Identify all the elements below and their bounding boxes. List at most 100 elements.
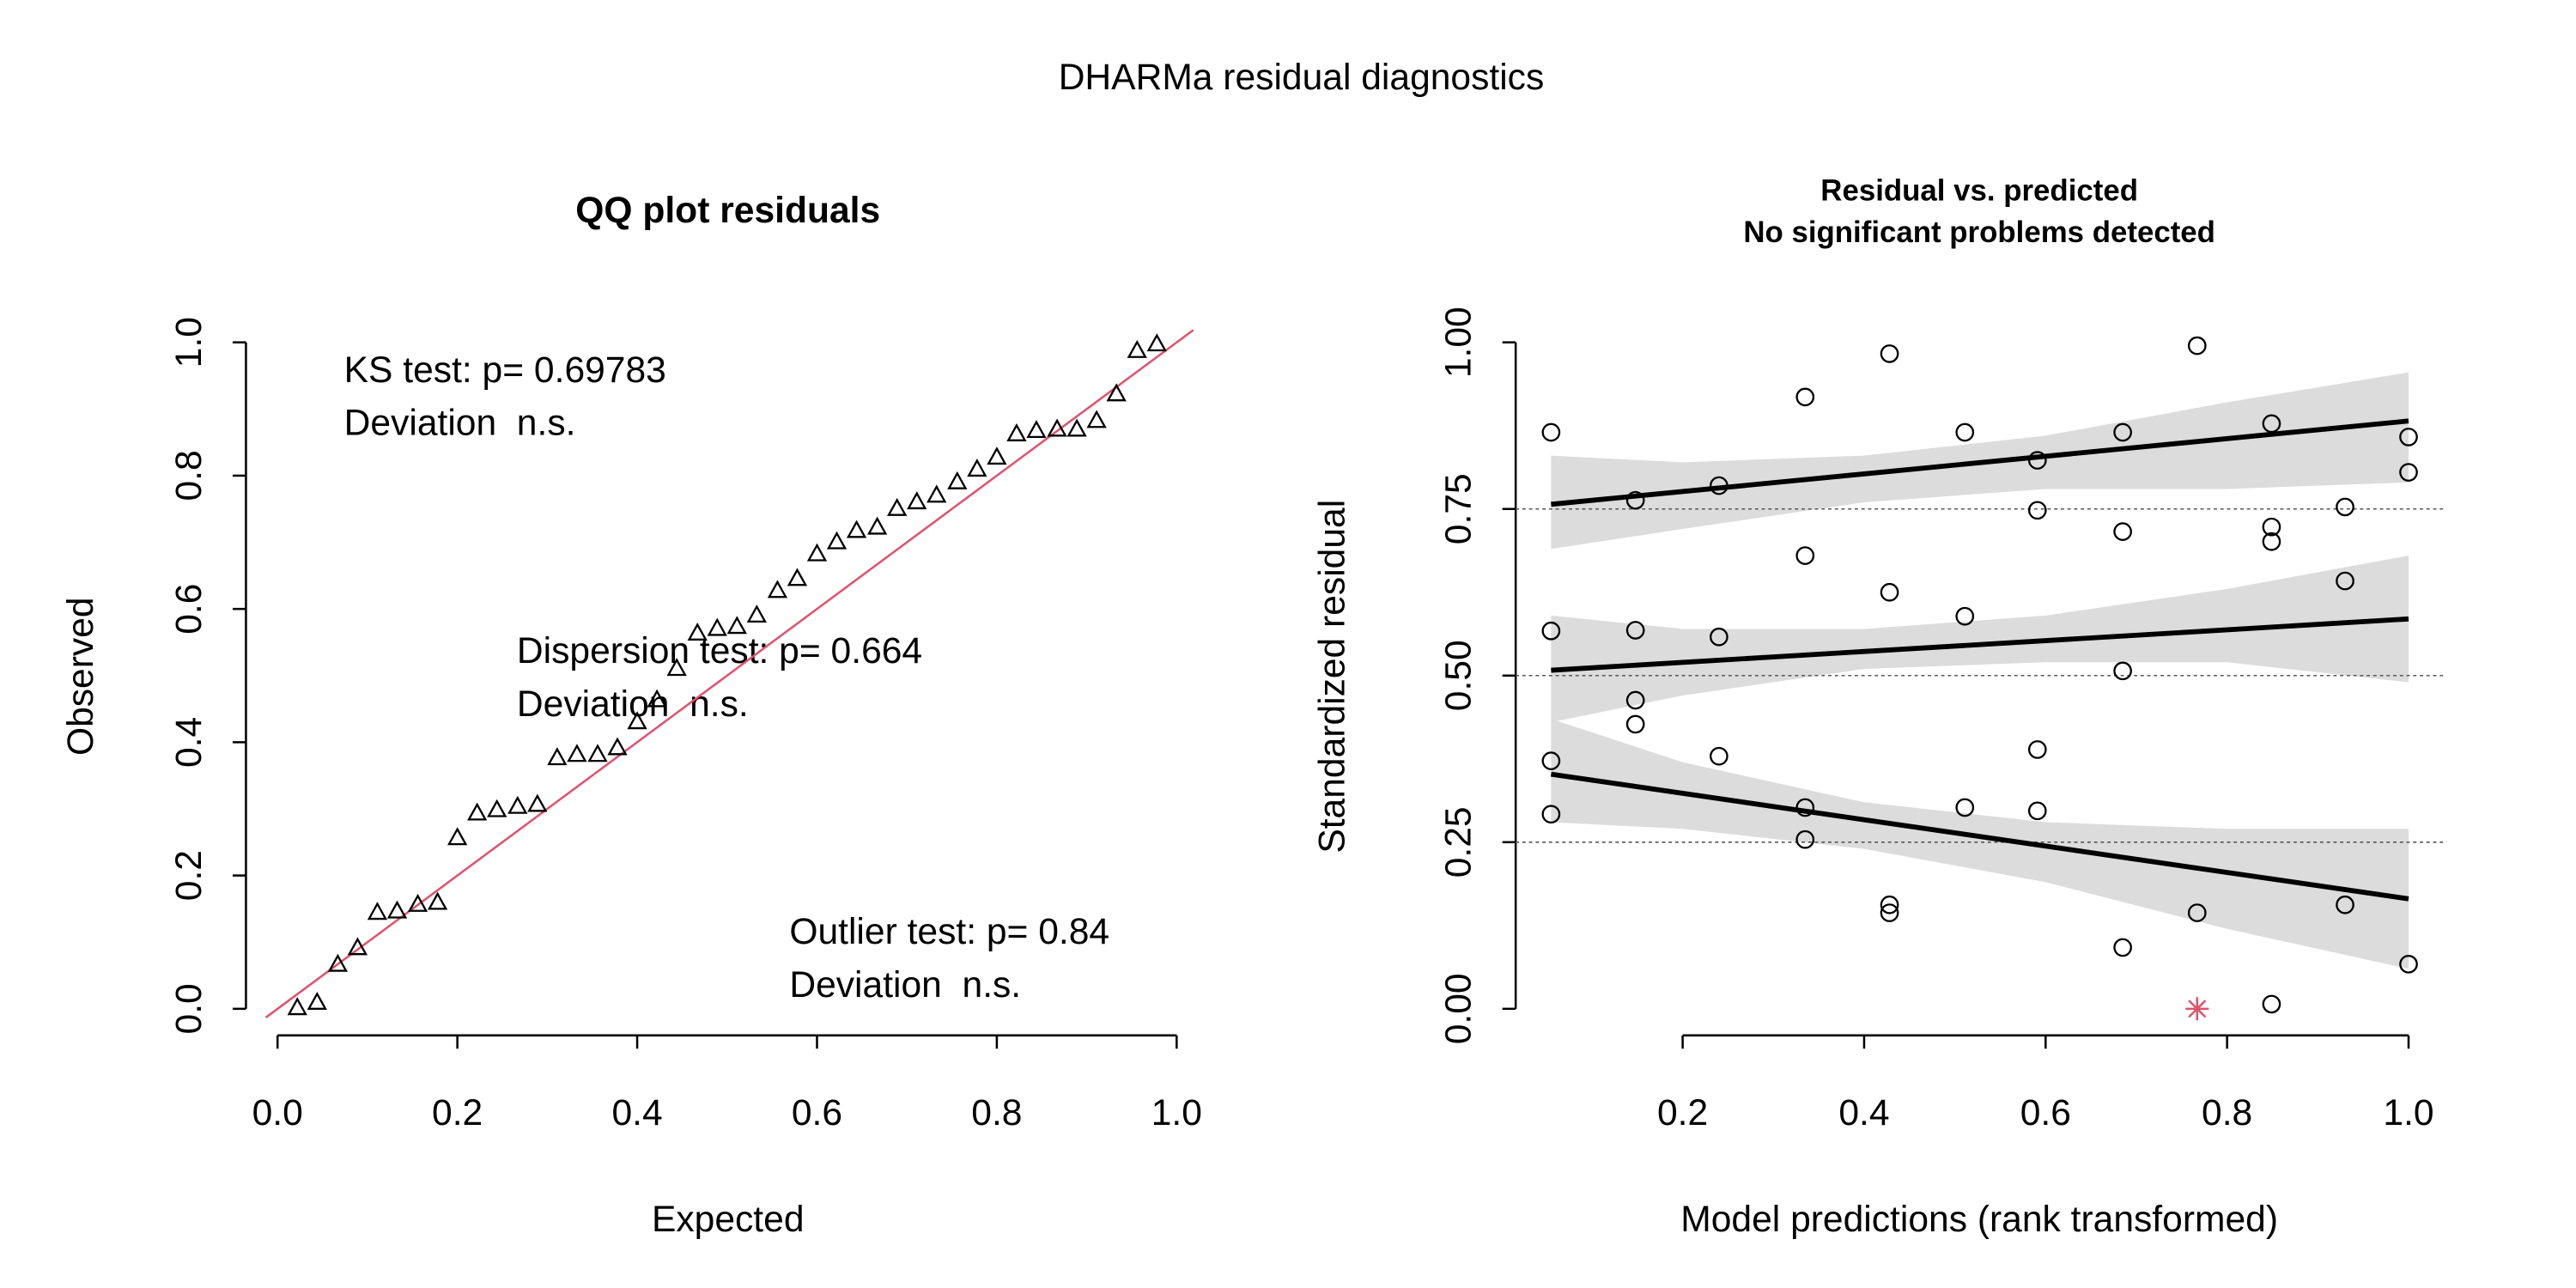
quantile-line	[1550, 771, 2409, 902]
residual-point	[1541, 422, 1561, 442]
y-tick-label: 0.2	[168, 850, 210, 901]
qq-point	[726, 616, 747, 635]
residual-point	[1795, 546, 1815, 565]
residual-point	[1795, 798, 1815, 817]
qq-point	[887, 497, 908, 516]
qq-point	[1006, 422, 1027, 441]
qq-point	[647, 689, 667, 708]
qq-point	[907, 491, 927, 510]
x-tick-label: 0.6	[2020, 1092, 2071, 1133]
y-tick-label: 0.75	[1438, 473, 1479, 544]
residual-point	[2187, 903, 2207, 922]
residual-point	[1541, 751, 1561, 770]
residual-point	[2399, 954, 2418, 974]
qq-point	[386, 900, 408, 919]
qq-point	[287, 997, 307, 1016]
annotation: KS test: p= 0.69783	[344, 349, 666, 391]
qq-point	[846, 519, 867, 538]
residual-point	[2262, 994, 2281, 1014]
residual-point	[1541, 805, 1561, 824]
residual-point	[1795, 829, 1815, 849]
qq-point	[527, 793, 548, 812]
quantile-line	[1551, 418, 2409, 507]
y-tick-label: 0.25	[1438, 806, 1479, 878]
residual-point	[1955, 422, 1975, 442]
residual-point	[2262, 414, 2281, 434]
confidence-band	[1551, 719, 2409, 969]
y-tick-label: 1.00	[1438, 307, 1479, 378]
residual-point	[1710, 746, 1728, 766]
residual-point	[1710, 627, 1728, 647]
chart-title: QQ plot residuals	[575, 190, 880, 231]
x-tick-label: 0.4	[611, 1092, 662, 1133]
residual-point	[2113, 422, 2132, 442]
residual-point	[1541, 621, 1561, 641]
qq-point	[367, 902, 388, 920]
reference-line	[264, 329, 1194, 1018]
qq-point	[826, 531, 848, 550]
annotation: Deviation n.s.	[789, 964, 1021, 1005]
qq-point	[1106, 383, 1127, 402]
qq-point	[666, 658, 687, 677]
residual-point	[1880, 895, 1899, 914]
qq-point	[746, 605, 767, 623]
residual-point	[2027, 501, 2047, 520]
residual-point	[1625, 490, 1645, 510]
qq-point	[347, 937, 368, 956]
x-tick-label: 1.0	[1151, 1092, 1202, 1133]
qq-point	[307, 992, 327, 1010]
qq-point	[1047, 418, 1067, 437]
residual-point	[2336, 497, 2354, 517]
residual-point	[1880, 344, 1899, 363]
y-tick-label: 0.0	[168, 983, 210, 1034]
outlier-point	[2185, 997, 2209, 1021]
qq-point	[1146, 333, 1167, 352]
qq-point	[467, 802, 488, 821]
x-axis-title: Expected	[652, 1199, 805, 1240]
qq-point	[427, 891, 448, 910]
x-tick-label: 1.0	[2383, 1092, 2433, 1133]
qq-point	[987, 447, 1007, 465]
residual-point	[1880, 903, 1899, 922]
residual-point	[1710, 476, 1728, 495]
qq-point	[707, 617, 727, 636]
y-tick-label: 0.50	[1438, 640, 1479, 711]
y-axis-title: Observed	[60, 597, 101, 756]
y-tick-label: 0.8	[168, 450, 210, 501]
qq-point	[587, 744, 608, 762]
residual-point	[2262, 532, 2281, 551]
residual-point	[1795, 387, 1815, 407]
qq-point	[927, 484, 947, 503]
quantile-line	[1551, 616, 2409, 673]
qq-point	[447, 827, 468, 846]
page-title: DHARMa residual diagnostics	[1059, 57, 1545, 98]
qq-point	[947, 471, 968, 489]
annotation: Deviation n.s.	[344, 403, 576, 444]
qq-point	[1026, 420, 1047, 439]
annotation: Deviation n.s.	[517, 683, 749, 725]
residual-point	[1880, 582, 1899, 602]
x-axis-title: Model predictions (rank transformed)	[1680, 1199, 2278, 1240]
residual-point	[1955, 798, 1975, 817]
annotation: Dispersion test: p= 0.664	[517, 630, 922, 671]
confidence-band	[1551, 556, 2409, 723]
y-axis-title: Standardized residual	[1311, 500, 1352, 854]
qq-point	[1066, 418, 1087, 437]
x-tick-label: 0.4	[1838, 1092, 1889, 1133]
qq-point	[1086, 410, 1107, 428]
qq-point	[607, 737, 628, 756]
residual-point	[2113, 522, 2132, 541]
residual-point	[1625, 714, 1645, 734]
x-tick-label: 0.8	[971, 1092, 1022, 1133]
x-tick-label: 0.6	[792, 1092, 842, 1133]
qq-point	[866, 516, 888, 535]
chart-title: Residual vs. predicted	[1820, 174, 2138, 208]
residual-point	[2399, 428, 2418, 447]
residual-point	[2113, 661, 2132, 681]
y-tick-label: 0.4	[168, 717, 210, 768]
x-tick-label: 0.0	[252, 1092, 303, 1133]
x-tick-label: 0.2	[1657, 1092, 1708, 1133]
y-tick-label: 0.00	[1438, 973, 1479, 1044]
